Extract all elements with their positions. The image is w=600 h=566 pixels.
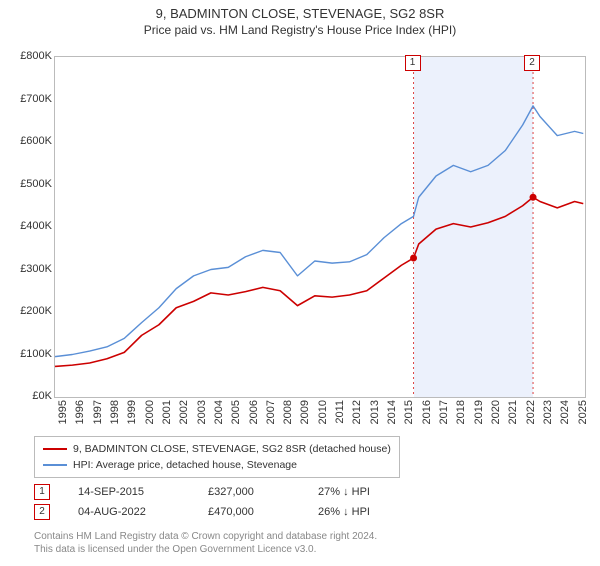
chart-container: 9, BADMINTON CLOSE, STEVENAGE, SG2 8SR P… bbox=[0, 6, 600, 566]
sale-pct: 26% ↓ HPI bbox=[318, 506, 448, 518]
chart-title: 9, BADMINTON CLOSE, STEVENAGE, SG2 8SR bbox=[0, 6, 600, 21]
sale-date: 14-SEP-2015 bbox=[78, 486, 208, 498]
x-tick-label: 2022 bbox=[525, 400, 537, 424]
row-flag: 2 bbox=[34, 504, 50, 520]
x-tick-label: 1998 bbox=[109, 400, 121, 424]
x-tick-label: 2017 bbox=[438, 400, 450, 424]
x-tick-label: 2000 bbox=[144, 400, 156, 424]
legend-item: 9, BADMINTON CLOSE, STEVENAGE, SG2 8SR (… bbox=[43, 441, 391, 457]
sales-table: 1 14-SEP-2015 £327,000 27% ↓ HPI 2 04-AU… bbox=[34, 482, 448, 522]
attribution: Contains HM Land Registry data © Crown c… bbox=[34, 530, 377, 556]
x-tick-label: 2011 bbox=[334, 400, 346, 424]
y-tick-label: £600K bbox=[20, 135, 52, 147]
y-tick-label: £400K bbox=[20, 220, 52, 232]
table-row: 2 04-AUG-2022 £470,000 26% ↓ HPI bbox=[34, 502, 448, 522]
x-tick-label: 2021 bbox=[507, 400, 519, 424]
y-tick-label: £100K bbox=[20, 348, 52, 360]
x-tick-label: 2003 bbox=[196, 400, 208, 424]
y-tick-label: £300K bbox=[20, 263, 52, 275]
y-tick-label: £700K bbox=[20, 93, 52, 105]
y-tick-label: £200K bbox=[20, 305, 52, 317]
table-row: 1 14-SEP-2015 £327,000 27% ↓ HPI bbox=[34, 482, 448, 502]
y-tick-label: £0K bbox=[32, 390, 52, 402]
sale-price: £470,000 bbox=[208, 506, 318, 518]
legend-label: HPI: Average price, detached house, Stev… bbox=[73, 459, 297, 471]
plot-svg bbox=[55, 57, 585, 397]
x-tick-label: 2016 bbox=[421, 400, 433, 424]
x-tick-label: 2002 bbox=[178, 400, 190, 424]
x-tick-label: 2018 bbox=[455, 400, 467, 424]
sale-date: 04-AUG-2022 bbox=[78, 506, 208, 518]
x-tick-label: 1995 bbox=[57, 400, 69, 424]
x-tick-label: 1997 bbox=[92, 400, 104, 424]
marker-flag: 2 bbox=[524, 55, 540, 71]
x-tick-label: 2009 bbox=[299, 400, 311, 424]
x-tick-label: 2019 bbox=[473, 400, 485, 424]
row-flag: 1 bbox=[34, 484, 50, 500]
x-tick-label: 1999 bbox=[126, 400, 138, 424]
x-tick-label: 2007 bbox=[265, 400, 277, 424]
footer-line: This data is licensed under the Open Gov… bbox=[34, 543, 377, 556]
legend-swatch bbox=[43, 448, 67, 450]
x-tick-label: 2005 bbox=[230, 400, 242, 424]
y-tick-label: £800K bbox=[20, 50, 52, 62]
sale-price: £327,000 bbox=[208, 486, 318, 498]
plot-area bbox=[54, 56, 586, 398]
x-tick-label: 2020 bbox=[490, 400, 502, 424]
legend-swatch bbox=[43, 464, 67, 466]
x-tick-label: 2015 bbox=[403, 400, 415, 424]
legend-label: 9, BADMINTON CLOSE, STEVENAGE, SG2 8SR (… bbox=[73, 443, 391, 455]
x-tick-label: 2006 bbox=[248, 400, 260, 424]
x-tick-label: 2010 bbox=[317, 400, 329, 424]
x-tick-label: 2023 bbox=[542, 400, 554, 424]
x-tick-label: 2014 bbox=[386, 400, 398, 424]
y-tick-label: £500K bbox=[20, 178, 52, 190]
legend-item: HPI: Average price, detached house, Stev… bbox=[43, 457, 391, 473]
x-tick-label: 2004 bbox=[213, 400, 225, 424]
sale-pct: 27% ↓ HPI bbox=[318, 486, 448, 498]
chart-subtitle: Price paid vs. HM Land Registry's House … bbox=[0, 23, 600, 37]
x-tick-label: 2001 bbox=[161, 400, 173, 424]
x-tick-label: 1996 bbox=[74, 400, 86, 424]
x-tick-label: 2013 bbox=[369, 400, 381, 424]
marker-flag: 1 bbox=[405, 55, 421, 71]
x-tick-label: 2012 bbox=[351, 400, 363, 424]
legend: 9, BADMINTON CLOSE, STEVENAGE, SG2 8SR (… bbox=[34, 436, 400, 478]
x-tick-label: 2008 bbox=[282, 400, 294, 424]
x-tick-label: 2024 bbox=[559, 400, 571, 424]
x-tick-label: 2025 bbox=[577, 400, 589, 424]
footer-line: Contains HM Land Registry data © Crown c… bbox=[34, 530, 377, 543]
